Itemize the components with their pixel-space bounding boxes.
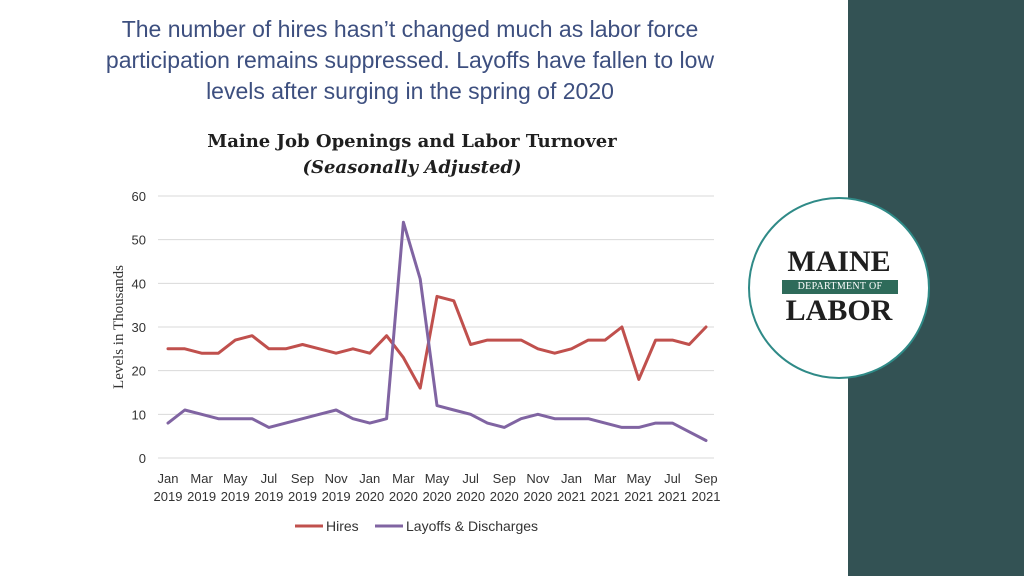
x-tick-label-year: 2019 (187, 489, 216, 504)
x-tick-label-month: May (425, 471, 450, 486)
x-tick-label-year: 2020 (355, 489, 384, 504)
x-tick-label-year: 2019 (221, 489, 250, 504)
y-tick-label: 0 (139, 451, 146, 466)
x-tick-labels: Jan 2019 Mar 2019 May 2019 Jul 2019 Sep 2019 Nov 20… (154, 471, 721, 504)
x-tick-label-year: 2021 (591, 489, 620, 504)
chart-subtitle: (Seasonally Adjusted) (302, 157, 521, 178)
x-tick-label-year: 2021 (624, 489, 653, 504)
x-tick-label-year: 2020 (523, 489, 552, 504)
x-tick-label-year: 2019 (288, 489, 317, 504)
logo-department-band: DEPARTMENT OF (782, 280, 898, 294)
slide-heading: The number of hires hasn’t changed much … (40, 14, 780, 107)
x-tick-label-year: 2019 (254, 489, 283, 504)
x-tick-label-month: Mar (594, 471, 617, 486)
x-tick-label-month: Nov (526, 471, 550, 486)
x-tick-label-year: 2020 (490, 489, 519, 504)
x-tick-label-year: 2021 (692, 489, 721, 504)
series-line-hires (166, 294, 708, 390)
logo-maine-text: MAINE (787, 245, 891, 278)
x-tick-label-year: 2021 (557, 489, 586, 504)
maine-dol-logo: MAINE DEPARTMENT OF LABOR (748, 197, 930, 379)
x-tick-label-month: Sep (291, 471, 314, 486)
x-tick-label-month: Sep (493, 471, 516, 486)
heading-line: levels after surging in the spring of 20… (206, 78, 614, 104)
series-line-layoffs (166, 220, 708, 442)
x-tick-label-month: Jul (664, 471, 681, 486)
x-tick-label-month: May (223, 471, 248, 486)
x-tick-label-month: Mar (392, 471, 415, 486)
x-tick-label-year: 2021 (658, 489, 687, 504)
legend-label: Hires (326, 518, 359, 534)
y-tick-label: 20 (132, 364, 146, 379)
x-tick-label-year: 2019 (154, 489, 183, 504)
y-tick-label: 50 (132, 233, 146, 248)
x-tick-label-year: 2020 (423, 489, 452, 504)
heading-line: The number of hires hasn’t changed much … (121, 16, 699, 42)
x-tick-label-year: 2020 (456, 489, 485, 504)
x-tick-label-year: 2019 (322, 489, 351, 504)
x-tick-label-month: Sep (694, 471, 717, 486)
x-tick-label-month: Mar (190, 471, 213, 486)
y-tick-label: 60 (132, 189, 146, 204)
heading-line: participation remains suppressed. Layoff… (105, 47, 715, 73)
y-axis-label: Levels in Thousands (111, 265, 127, 389)
chart-title: Maine Job Openings and Labor Turnover (207, 131, 617, 152)
legend-label: Layoffs & Discharges (406, 518, 538, 534)
x-tick-label-month: Jan (359, 471, 380, 486)
gridlines (158, 195, 714, 459)
x-tick-label-month: Jan (158, 471, 179, 486)
logo-labor-text: LABOR (785, 294, 893, 327)
series-lines (166, 220, 708, 442)
x-tick-label-month: May (626, 471, 651, 486)
y-tick-labels: 0 10 20 30 40 50 60 (132, 189, 146, 466)
y-tick-label: 10 (132, 407, 146, 422)
x-tick-label-month: Jul (261, 471, 278, 486)
x-tick-label-month: Jul (462, 471, 479, 486)
x-tick-label-year: 2020 (389, 489, 418, 504)
x-tick-label-month: Nov (325, 471, 349, 486)
legend: Hires Layoffs & Discharges (295, 518, 538, 534)
y-tick-label: 30 (132, 320, 146, 335)
y-tick-label: 40 (132, 276, 146, 291)
x-tick-label-month: Jan (561, 471, 582, 486)
